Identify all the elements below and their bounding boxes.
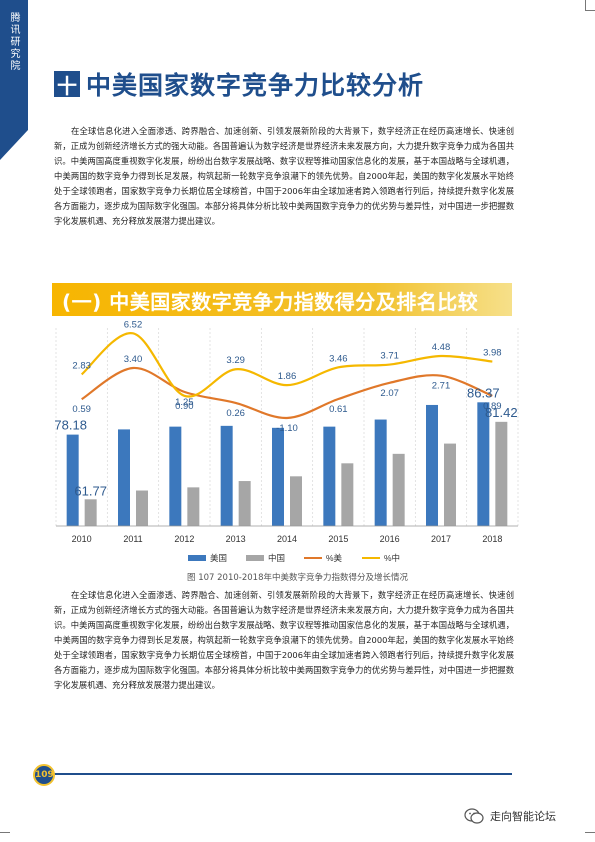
line-data-label: 3.98 bbox=[483, 348, 502, 359]
bar-data-label: 78.18 bbox=[54, 418, 87, 433]
x-tick-label: 2015 bbox=[328, 534, 348, 544]
line-data-label: 0.61 bbox=[329, 404, 348, 415]
bar-us bbox=[220, 425, 233, 526]
section-number-icon: 十 bbox=[54, 71, 80, 98]
wechat-watermark: 走向智能论坛 bbox=[464, 808, 556, 824]
bar-us bbox=[323, 426, 336, 526]
line-data-label: 3.46 bbox=[329, 353, 348, 364]
line-data-label: 3.29 bbox=[226, 355, 245, 366]
section-header: 十 中美国家数字竞争力比较分析 bbox=[54, 70, 424, 100]
paragraph-2: 在全球信息化进入全面渗透、跨界融合、加速创新、引领发展新阶段的大背景下，数字经济… bbox=[54, 590, 514, 690]
bar-us bbox=[374, 419, 387, 526]
line-data-label: 2.71 bbox=[432, 381, 451, 392]
x-tick-label: 2016 bbox=[380, 534, 400, 544]
watermark-text: 走向智能论坛 bbox=[490, 810, 556, 823]
line-data-label: 3.71 bbox=[380, 351, 399, 362]
line-cn-growth bbox=[80, 332, 493, 398]
x-tick-label: 2017 bbox=[431, 534, 451, 544]
figure-caption: 图 107 2010-2018年中美数字竞争力指数得分及增长情况 bbox=[187, 573, 408, 583]
x-tick-label: 2018 bbox=[482, 534, 502, 544]
bar-cn bbox=[290, 476, 302, 526]
line-data-label: 0.59 bbox=[72, 404, 91, 415]
line-data-label: 1.86 bbox=[278, 371, 297, 382]
bar-us bbox=[66, 434, 79, 526]
combo-chart: 2010 2011 2012 2013 2014 2015 2016 2017 2018 0.59… bbox=[54, 319, 519, 563]
line-data-label: 1.25 bbox=[175, 397, 194, 408]
x-tick-label: 2012 bbox=[174, 534, 194, 544]
line-data-label: 6.52 bbox=[124, 319, 143, 330]
line-data-label: 0.89 bbox=[483, 401, 502, 412]
x-tick-label: 2013 bbox=[226, 534, 246, 544]
x-tick-label: 2011 bbox=[123, 534, 142, 544]
line-data-label: 0.90 bbox=[175, 401, 194, 412]
bar-cn bbox=[84, 499, 97, 526]
bar-data-label: 86.37 bbox=[467, 385, 500, 400]
subsection-banner: (一) 中美国家数字竞争力指数得分及排名比较 bbox=[52, 283, 512, 316]
bar-cn bbox=[444, 443, 456, 526]
bar-cn bbox=[238, 481, 251, 526]
footer-rule bbox=[52, 773, 512, 775]
line-data-label: 2.83 bbox=[72, 360, 91, 371]
bar-cn bbox=[187, 487, 200, 526]
bar-cn bbox=[341, 463, 354, 526]
legend-label: 美国 bbox=[210, 553, 227, 563]
line-data-label: 2.07 bbox=[380, 388, 399, 399]
bar-us bbox=[118, 429, 130, 526]
bar-us bbox=[272, 427, 284, 526]
section-title: 中美国家数字竞争力比较分析 bbox=[86, 71, 425, 100]
crop-mark-bottom-right bbox=[585, 832, 595, 833]
line-data-label: 4.48 bbox=[432, 342, 451, 353]
legend-swatch bbox=[246, 555, 264, 561]
wechat-icon bbox=[464, 808, 484, 824]
page-number: 109 bbox=[33, 764, 55, 786]
bar-cn bbox=[136, 490, 148, 526]
legend-label: %中 bbox=[384, 553, 400, 563]
bar-us bbox=[169, 426, 182, 526]
side-label: 腾讯研究院 bbox=[8, 12, 19, 72]
bar-cn bbox=[495, 421, 508, 526]
legend-label: 中国 bbox=[268, 553, 285, 563]
bar-us bbox=[477, 402, 490, 526]
crop-mark-top-right-h bbox=[585, 10, 595, 11]
side-band bbox=[0, 0, 28, 130]
legend-label: %美 bbox=[326, 553, 343, 563]
bar-data-label: 81.42 bbox=[485, 405, 518, 420]
subsection-title: (一) 中美国家数字竞争力指数得分及排名比较 bbox=[62, 290, 479, 314]
bar-data-label: 61.77 bbox=[74, 483, 107, 498]
bar-cn bbox=[392, 453, 405, 526]
x-tick-label: 2014 bbox=[277, 534, 297, 544]
x-tick-label: 2010 bbox=[72, 534, 92, 544]
paragraph-1: 在全球信息化进入全面渗透、跨界融合、加速创新、引领发展新阶段的大背景下，数字经济… bbox=[54, 126, 514, 226]
line-data-label: -1.10 bbox=[276, 423, 298, 434]
line-us-growth bbox=[81, 366, 493, 420]
crop-mark-top-right bbox=[585, 0, 586, 10]
legend-swatch bbox=[188, 555, 206, 561]
side-band-tail bbox=[0, 130, 28, 160]
line-data-label: 3.40 bbox=[124, 354, 143, 365]
crop-mark-bottom-left bbox=[0, 832, 10, 833]
bar-us bbox=[426, 404, 438, 526]
line-data-label: 0.26 bbox=[226, 408, 245, 419]
